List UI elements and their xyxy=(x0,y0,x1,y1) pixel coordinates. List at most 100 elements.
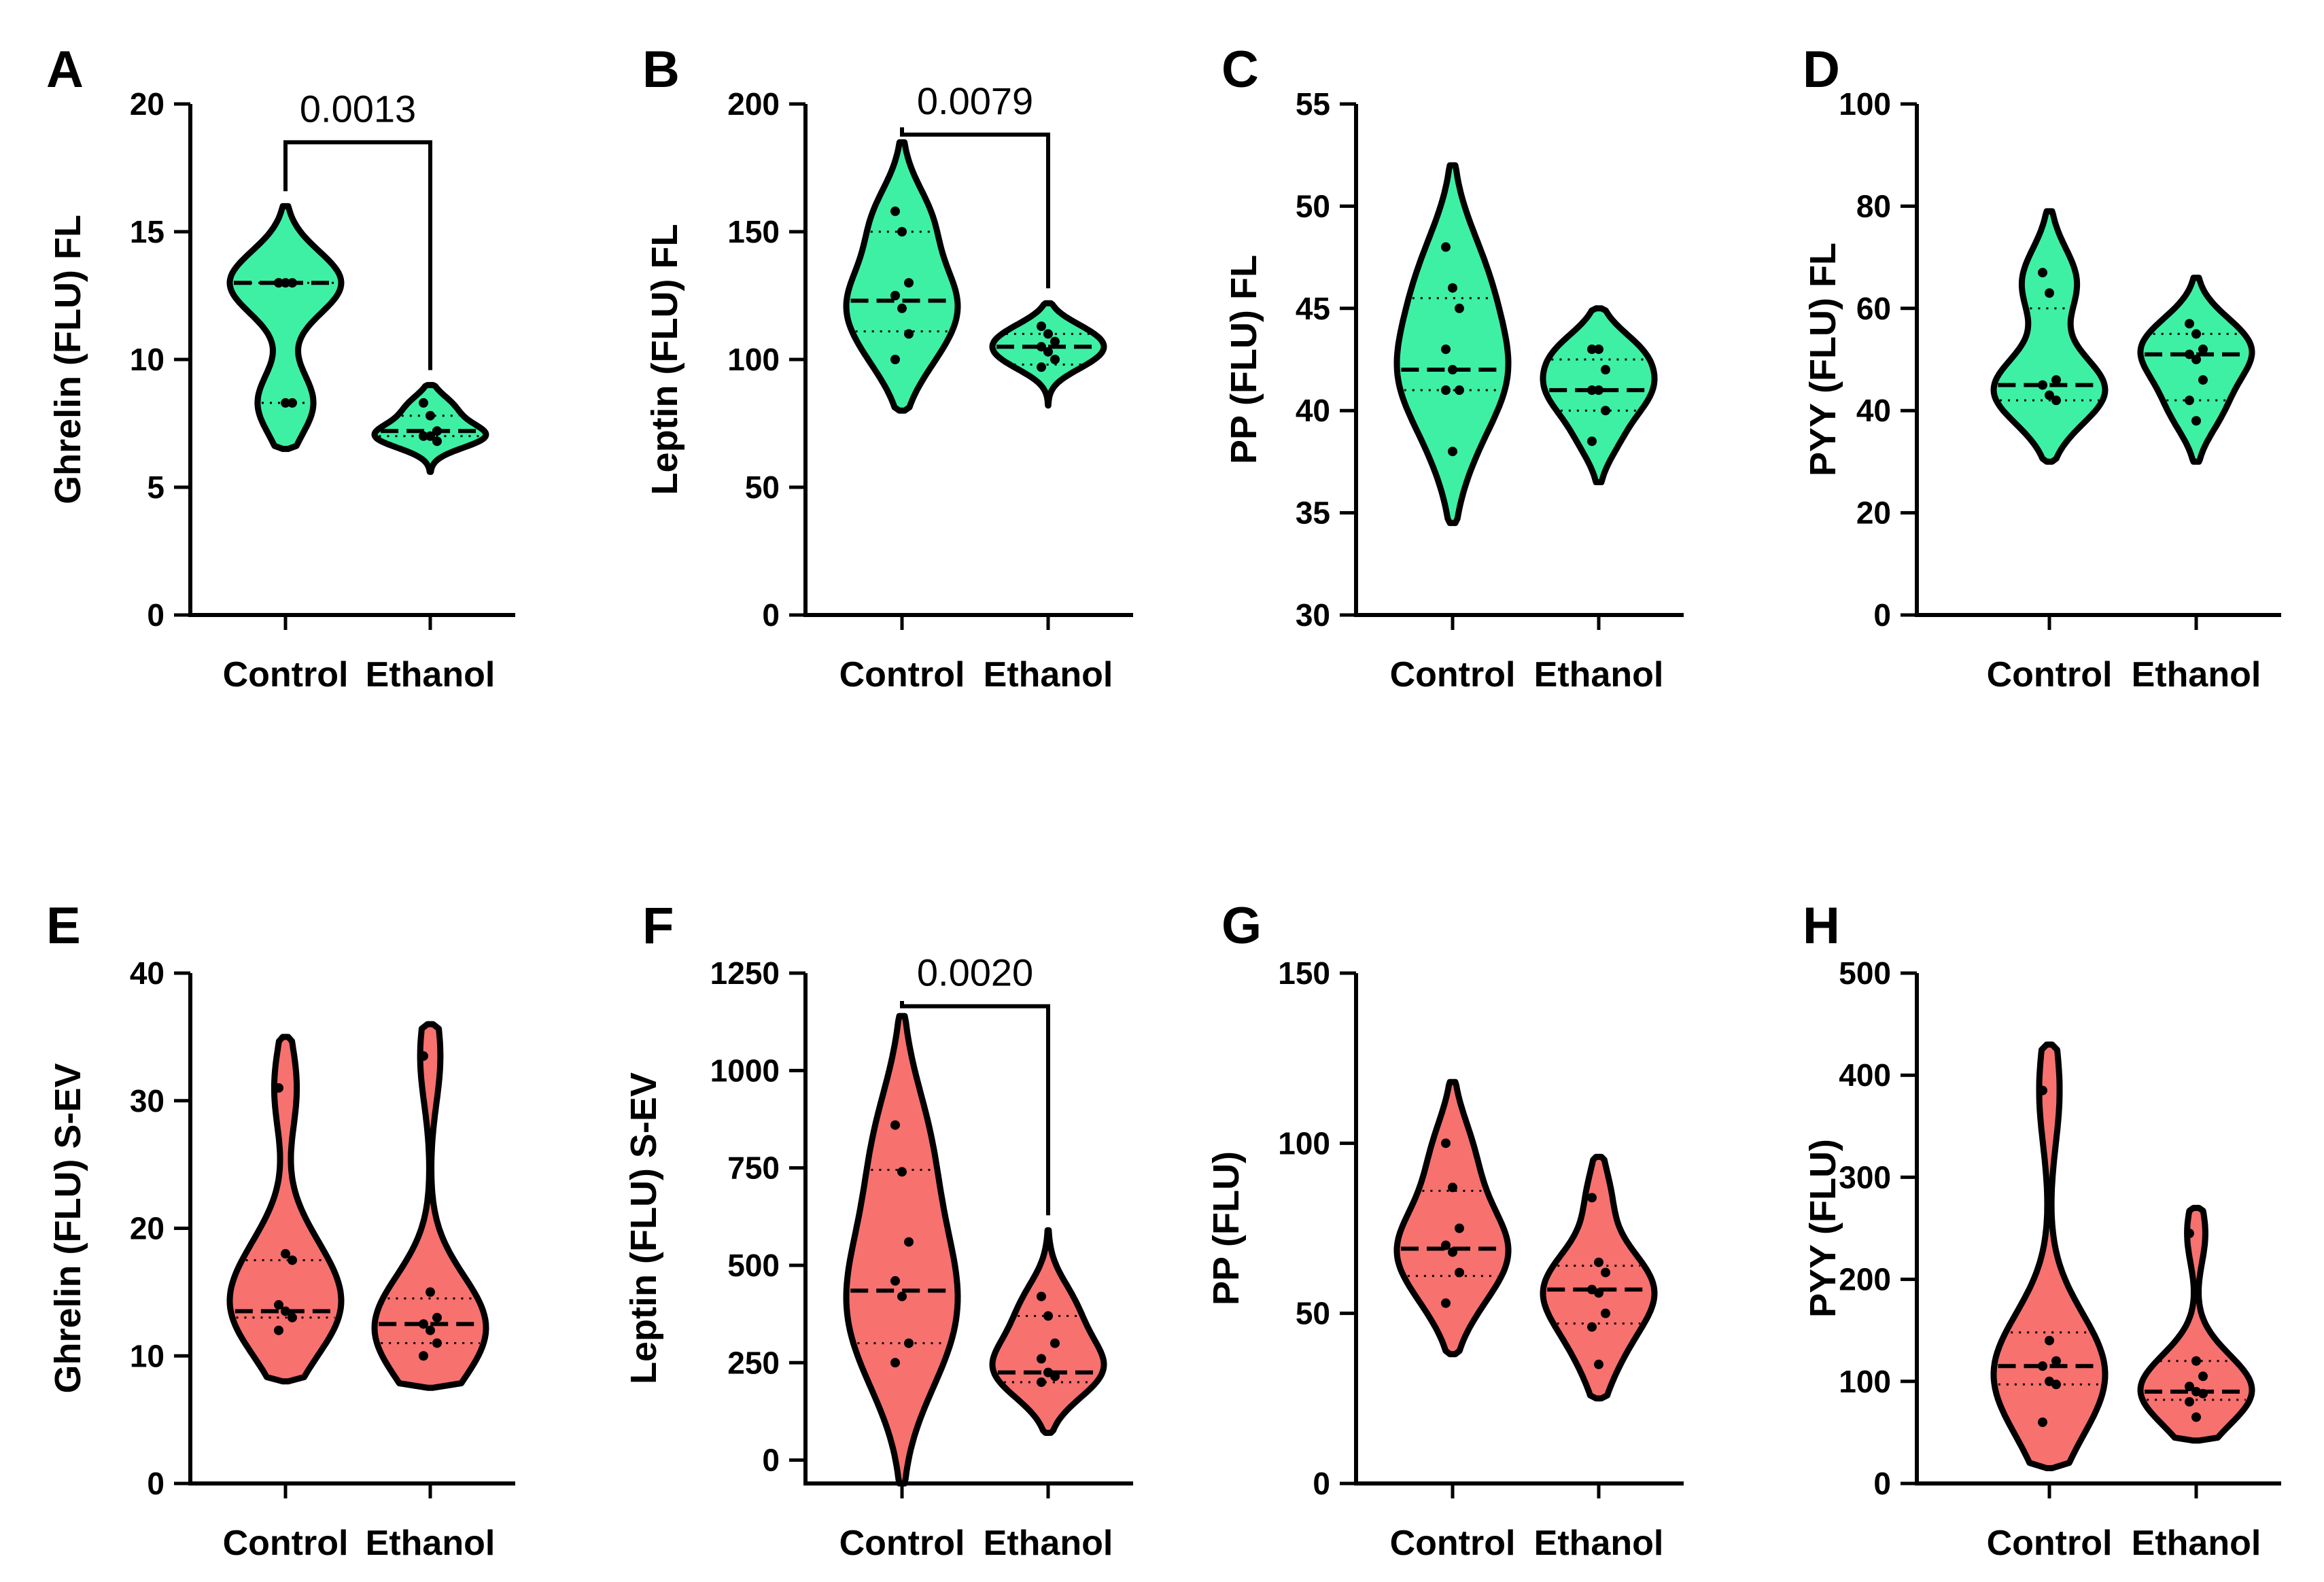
data-point xyxy=(904,278,914,288)
panel-letter: E xyxy=(46,897,81,955)
panel-a: A 0 5 10 15 20 Control Ethanol Ghrelin (FLU) FL 0… xyxy=(46,41,515,695)
data-point xyxy=(2198,1371,2208,1382)
data-point xyxy=(432,1312,442,1322)
y-tick-label: 0 xyxy=(762,597,780,633)
panel-b: B 0 50 100 150 200 Control Ethanol Leptin (FLU) … xyxy=(642,41,1133,695)
data-point xyxy=(1455,385,1464,396)
data-point xyxy=(432,426,442,436)
data-point xyxy=(890,291,900,300)
data-point xyxy=(281,1306,290,1316)
y-tick-label: 40 xyxy=(1296,393,1330,428)
data-point xyxy=(1594,385,1603,396)
y-tick-label: 100 xyxy=(1278,1125,1330,1161)
panel-letter: A xyxy=(46,41,84,99)
data-point xyxy=(1594,1257,1603,1267)
violin-body xyxy=(1990,208,2109,465)
violin-ethanol xyxy=(2137,1205,2255,1444)
data-point xyxy=(1043,1311,1053,1321)
y-tick-label: 0 xyxy=(1873,597,1891,633)
data-point xyxy=(1441,1298,1451,1308)
violin-ethanol xyxy=(989,1227,1107,1436)
data-point xyxy=(426,410,435,421)
data-point xyxy=(2051,1379,2061,1390)
data-point xyxy=(419,1051,428,1061)
y-tick-label: 5 xyxy=(147,470,164,505)
data-point xyxy=(1037,362,1046,372)
data-point xyxy=(904,1237,914,1247)
data-point xyxy=(1587,1193,1597,1203)
x-tick-label: Control xyxy=(839,655,965,695)
y-tick-label: 300 xyxy=(1839,1159,1891,1195)
data-point xyxy=(2185,319,2194,329)
data-point xyxy=(1441,385,1451,396)
data-point xyxy=(904,1338,914,1348)
x-tick-label: Control xyxy=(223,1524,349,1563)
y-tick-label: 60 xyxy=(1856,291,1891,326)
y-axis-label: Ghrelin (FLU) S-EV xyxy=(48,1064,88,1394)
panel-letter: D xyxy=(1803,41,1840,99)
significance-bracket xyxy=(900,127,1050,289)
p-value-label: 0.0013 xyxy=(300,87,416,130)
data-point xyxy=(897,1167,907,1177)
data-point xyxy=(2045,288,2054,298)
data-point xyxy=(1037,342,1046,352)
data-point xyxy=(1043,329,1053,339)
violin-control xyxy=(1990,1041,2109,1471)
data-point xyxy=(1050,355,1060,364)
violin-control xyxy=(226,1034,345,1385)
y-tick-label: 55 xyxy=(1296,86,1330,122)
y-tick-label: 15 xyxy=(130,214,164,249)
x-tick-label: Ethanol xyxy=(1534,1524,1664,1563)
data-point xyxy=(2185,1396,2194,1407)
data-point xyxy=(1587,1322,1597,1332)
data-point xyxy=(1441,1138,1451,1148)
violin-body xyxy=(1393,1078,1512,1358)
y-tick-label: 1000 xyxy=(710,1053,780,1088)
data-point xyxy=(897,1291,907,1301)
data-point xyxy=(2038,268,2047,278)
data-point xyxy=(2198,1388,2208,1399)
violin-control xyxy=(1393,1078,1512,1358)
y-tick-label: 200 xyxy=(1839,1262,1891,1297)
p-value-label: 0.0020 xyxy=(917,951,1033,994)
violin-ethanol xyxy=(371,1021,489,1391)
panel-letter: B xyxy=(642,41,680,99)
data-point xyxy=(2045,1335,2054,1346)
data-point xyxy=(1455,1223,1464,1233)
violin-body xyxy=(371,382,489,475)
data-point xyxy=(426,1325,435,1335)
x-tick-label: Ethanol xyxy=(366,1524,496,1563)
violin-control xyxy=(1990,208,2109,465)
data-point xyxy=(1448,283,1457,293)
data-point xyxy=(1043,347,1053,357)
data-point xyxy=(274,278,283,288)
y-tick-label: 10 xyxy=(130,1338,164,1373)
data-point xyxy=(1455,303,1464,313)
data-point xyxy=(274,1083,283,1093)
violin-body xyxy=(226,1034,345,1385)
violin-control xyxy=(1393,162,1512,527)
data-point xyxy=(432,436,442,446)
data-point xyxy=(2038,380,2047,390)
y-axis-label: Leptin (FLU) FL xyxy=(644,224,685,495)
y-tick-label: 500 xyxy=(727,1248,780,1283)
data-point xyxy=(1448,1247,1457,1257)
data-point xyxy=(1601,1267,1610,1278)
panel-g: G 0 50 100 150 Control Ethanol PP (FLU) xyxy=(1206,897,1684,1563)
data-point xyxy=(1594,344,1603,354)
data-point xyxy=(432,1338,442,1348)
y-tick-label: 0 xyxy=(1313,1466,1330,1501)
data-point xyxy=(1587,436,1597,446)
panel-letter: C xyxy=(1221,41,1259,99)
significance-bracket xyxy=(900,1001,1050,1216)
data-point xyxy=(2185,349,2194,359)
violin-ethanol xyxy=(2137,275,2255,465)
x-tick-label: Control xyxy=(1987,655,2113,695)
y-tick-label: 150 xyxy=(1278,955,1330,991)
data-point xyxy=(281,278,290,288)
y-tick-label: 250 xyxy=(727,1345,780,1380)
violin-ethanol xyxy=(989,300,1107,409)
y-tick-label: 40 xyxy=(1856,393,1891,428)
data-point xyxy=(1441,344,1451,354)
data-point xyxy=(2051,1356,2061,1366)
